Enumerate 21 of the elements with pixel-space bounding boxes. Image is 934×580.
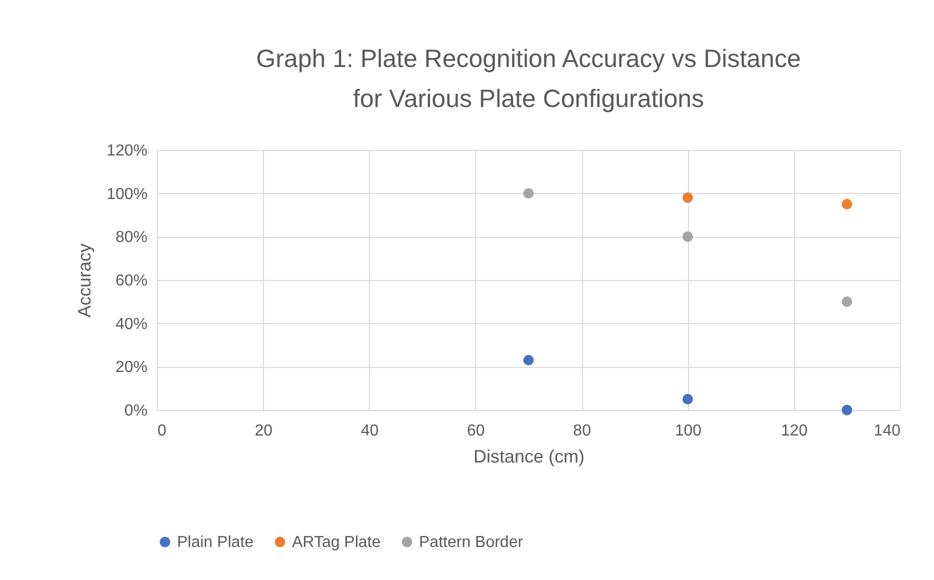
chart-title: Graph 1: Plate Recognition Accuracy vs Distance for Various Plate Configurations — [256, 45, 801, 113]
legend-label: Plain Plate — [177, 534, 254, 551]
x-tick-label: 0 — [158, 422, 166, 440]
y-tick-label: 100% — [106, 186, 148, 203]
y-tick-label: 120% — [106, 142, 148, 160]
y-tick-label: 60% — [115, 272, 148, 290]
x-tick-label: 100 — [674, 422, 702, 440]
x-tick-label: 20 — [254, 422, 273, 440]
y-tick-label: 40% — [115, 316, 148, 333]
y-tick-label: 0% — [124, 402, 148, 420]
y-axis-title: Accuracy — [74, 243, 95, 318]
y-tick-label: 80% — [115, 229, 148, 246]
x-tick-label: 140 — [874, 422, 901, 440]
x-tick-label: 60 — [467, 422, 485, 440]
x-axis-title: Distance (cm) — [473, 446, 585, 466]
y-tick-label: 20% — [115, 359, 148, 376]
x-tick-label: 40 — [360, 422, 379, 440]
legend-label: Pattern Border — [419, 534, 524, 551]
x-tick-label: 80 — [573, 422, 592, 440]
legend-label: ARTag Plate — [292, 534, 381, 551]
x-tick-label: 120 — [781, 422, 808, 440]
